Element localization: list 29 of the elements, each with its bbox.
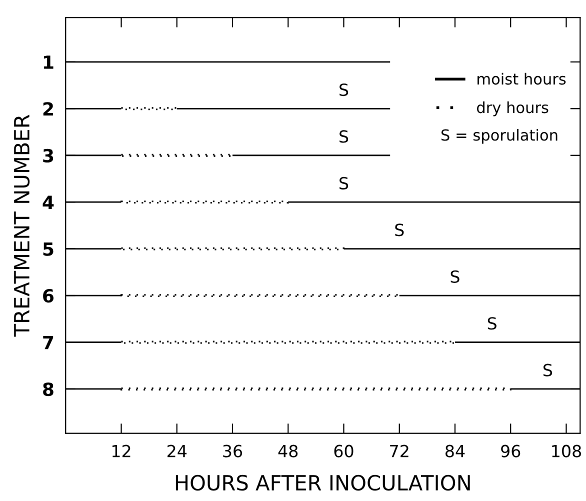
annotation: S bbox=[488, 317, 496, 330]
x-tick-label: 12 bbox=[112, 444, 130, 458]
annotation: S bbox=[450, 270, 460, 283]
annotation: S bbox=[395, 224, 404, 236]
y-tick-label: 3 bbox=[43, 148, 54, 162]
x-tick-label: 72 bbox=[390, 444, 408, 458]
legend-label: dry hours bbox=[477, 101, 548, 116]
y-tick-label: 7 bbox=[43, 336, 54, 350]
annotation: S bbox=[340, 130, 348, 143]
x-tick-label: 84 bbox=[446, 444, 465, 458]
y-tick-label: 1 bbox=[44, 56, 54, 69]
x-tick-label: 108 bbox=[552, 444, 581, 458]
x-tick-label: 24 bbox=[167, 444, 187, 458]
x-tick-label: 60 bbox=[334, 444, 354, 458]
y-tick-label: 8 bbox=[43, 382, 54, 396]
x-tick-label: 96 bbox=[501, 444, 520, 458]
x-tick-label: 48 bbox=[278, 444, 298, 458]
annotation: S bbox=[340, 176, 348, 190]
x-tick-label: 36 bbox=[223, 444, 242, 458]
y-tick-label: 6 bbox=[43, 289, 54, 303]
y-axis-title: TREATMENT NUMBER bbox=[14, 114, 30, 337]
annotation: S bbox=[544, 364, 552, 376]
x-axis-title: HOURS AFTER INOCULATION bbox=[176, 474, 470, 491]
y-tick-label: 2 bbox=[43, 102, 53, 116]
y-tick-label: 4 bbox=[42, 196, 54, 209]
annotation: S bbox=[340, 83, 348, 96]
y-tick-label: 5 bbox=[43, 242, 54, 256]
annotation: S = sporulation bbox=[441, 128, 558, 144]
legend-label: moist hours bbox=[478, 72, 566, 85]
